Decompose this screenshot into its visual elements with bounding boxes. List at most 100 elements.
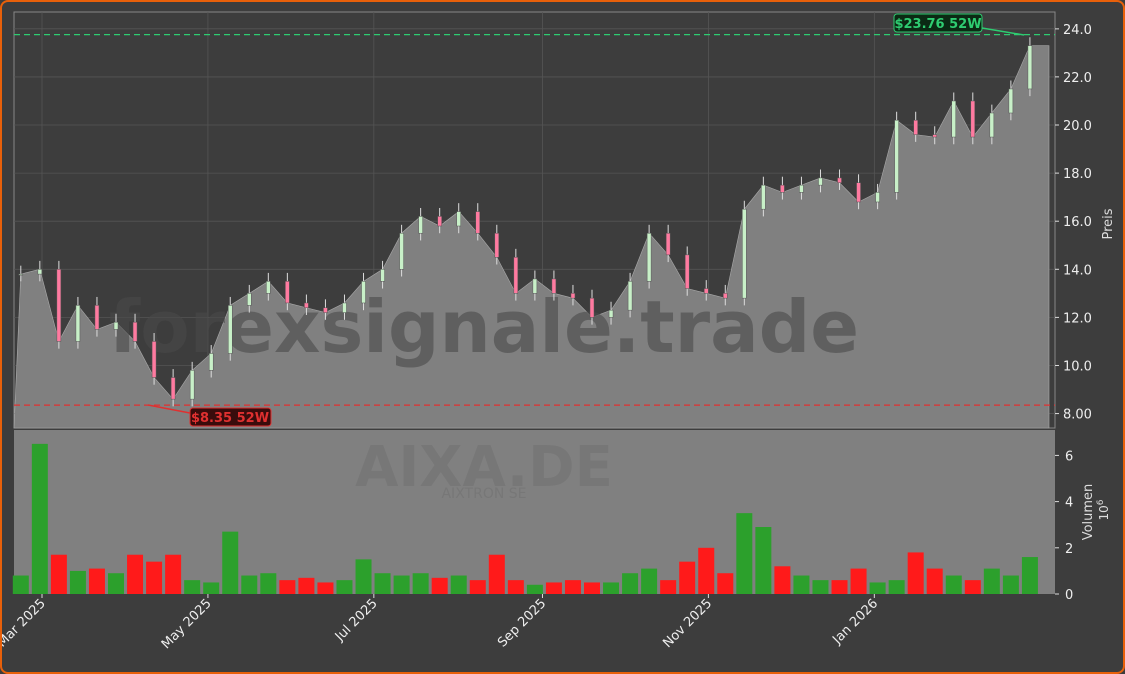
candle — [75, 305, 81, 342]
watermark: forexsignale.trade — [109, 285, 859, 369]
volume-bar — [279, 580, 296, 594]
candle — [932, 134, 937, 138]
candle — [323, 307, 328, 313]
volume-bar — [679, 561, 696, 594]
low-52w-label: $8.35 52W — [191, 411, 269, 426]
candle — [208, 353, 214, 371]
volume-bar — [812, 580, 829, 594]
low-52w-arrow — [147, 404, 191, 414]
volume-bar — [717, 573, 734, 594]
volume-bar — [660, 580, 677, 594]
candle — [18, 273, 24, 276]
volume-bar — [983, 568, 1000, 594]
volume-bar — [450, 575, 467, 594]
y-tick-label: 14.0 — [1063, 263, 1092, 278]
volume-bar — [355, 559, 372, 594]
volume-bar — [12, 575, 29, 594]
volume-bar — [127, 554, 144, 594]
volume-bar — [31, 443, 48, 594]
candle — [951, 100, 957, 138]
x-tick-label: Jan 2026 — [829, 596, 881, 648]
volume-bar — [50, 554, 67, 594]
volume-bar — [1002, 575, 1019, 594]
y-tick-label: 20.0 — [1063, 119, 1092, 134]
volume-bar — [88, 568, 105, 594]
candle — [608, 309, 614, 318]
volume-bar — [108, 573, 124, 594]
y-tick-label: 10.0 — [1063, 359, 1092, 374]
volume-bar — [317, 582, 334, 594]
candle — [970, 100, 976, 138]
candle — [170, 377, 176, 400]
candle — [589, 297, 595, 318]
candle — [818, 177, 823, 186]
high-52w-badge — [893, 13, 983, 33]
volume-bar — [260, 573, 277, 594]
candle — [627, 281, 633, 311]
volume-bar — [488, 554, 505, 594]
volume-bar — [336, 580, 353, 594]
candle — [475, 211, 481, 234]
volume-bar — [869, 582, 886, 594]
candle — [684, 254, 690, 289]
volume-bar — [564, 580, 581, 594]
volume-unit-label: 106 — [1096, 499, 1111, 520]
candle — [1027, 45, 1033, 90]
y-tick-label: 8.00 — [1063, 408, 1092, 423]
candle — [703, 288, 709, 294]
volume-bar — [545, 582, 562, 594]
candle — [837, 177, 842, 183]
high-52w-arrow — [981, 27, 1025, 36]
volume-bar — [888, 580, 905, 594]
candle — [113, 321, 119, 330]
candle — [989, 112, 995, 138]
candle — [665, 232, 671, 256]
y-tick-label: 16.0 — [1063, 215, 1092, 230]
x-tick-label: May 2025 — [159, 596, 215, 652]
candle — [780, 184, 785, 193]
y-tick-label: 18.0 — [1063, 167, 1092, 182]
volume-panel — [14, 430, 1055, 594]
volume-bar — [469, 580, 486, 594]
volume-bar — [907, 552, 924, 594]
candle — [342, 302, 347, 313]
candle — [285, 281, 290, 304]
candle — [1008, 88, 1014, 114]
low-52w-badge — [189, 407, 272, 427]
volume-bar — [850, 568, 867, 594]
volume-tick-label: 2 — [1065, 542, 1073, 557]
candle — [56, 269, 62, 342]
candle — [380, 269, 385, 282]
volume-bar — [526, 584, 543, 594]
volume-bar — [507, 580, 524, 594]
candle — [418, 216, 423, 234]
volume-bar — [584, 582, 600, 594]
volume-bar — [603, 582, 620, 594]
volume-bar — [736, 513, 753, 594]
volume-bar — [1021, 557, 1038, 594]
y-tick-label: 24.0 — [1063, 23, 1092, 38]
price-area — [13, 45, 1050, 429]
volume-bar — [393, 575, 410, 594]
volume-bar — [831, 580, 848, 594]
candle — [856, 182, 861, 203]
volume-bar — [755, 527, 772, 594]
candle — [532, 278, 538, 294]
candle — [551, 278, 557, 294]
candle — [37, 269, 43, 275]
ticker-watermark: AIXA.DE — [355, 435, 613, 500]
volume-bar — [945, 575, 962, 594]
volume-tick-label: 0 — [1065, 588, 1073, 603]
x-tick-label: Mar 2025 — [2, 596, 49, 650]
volume-bar — [641, 568, 658, 594]
x-tick-label: Nov 2025 — [660, 596, 715, 651]
candle — [361, 281, 366, 304]
candle — [799, 184, 804, 193]
volume-tick-label: 4 — [1065, 496, 1073, 511]
candle — [304, 302, 309, 309]
volume-bar — [698, 547, 715, 594]
volume-bar — [146, 561, 163, 594]
y-tick-label: 12.0 — [1063, 311, 1092, 326]
candle — [151, 341, 157, 378]
